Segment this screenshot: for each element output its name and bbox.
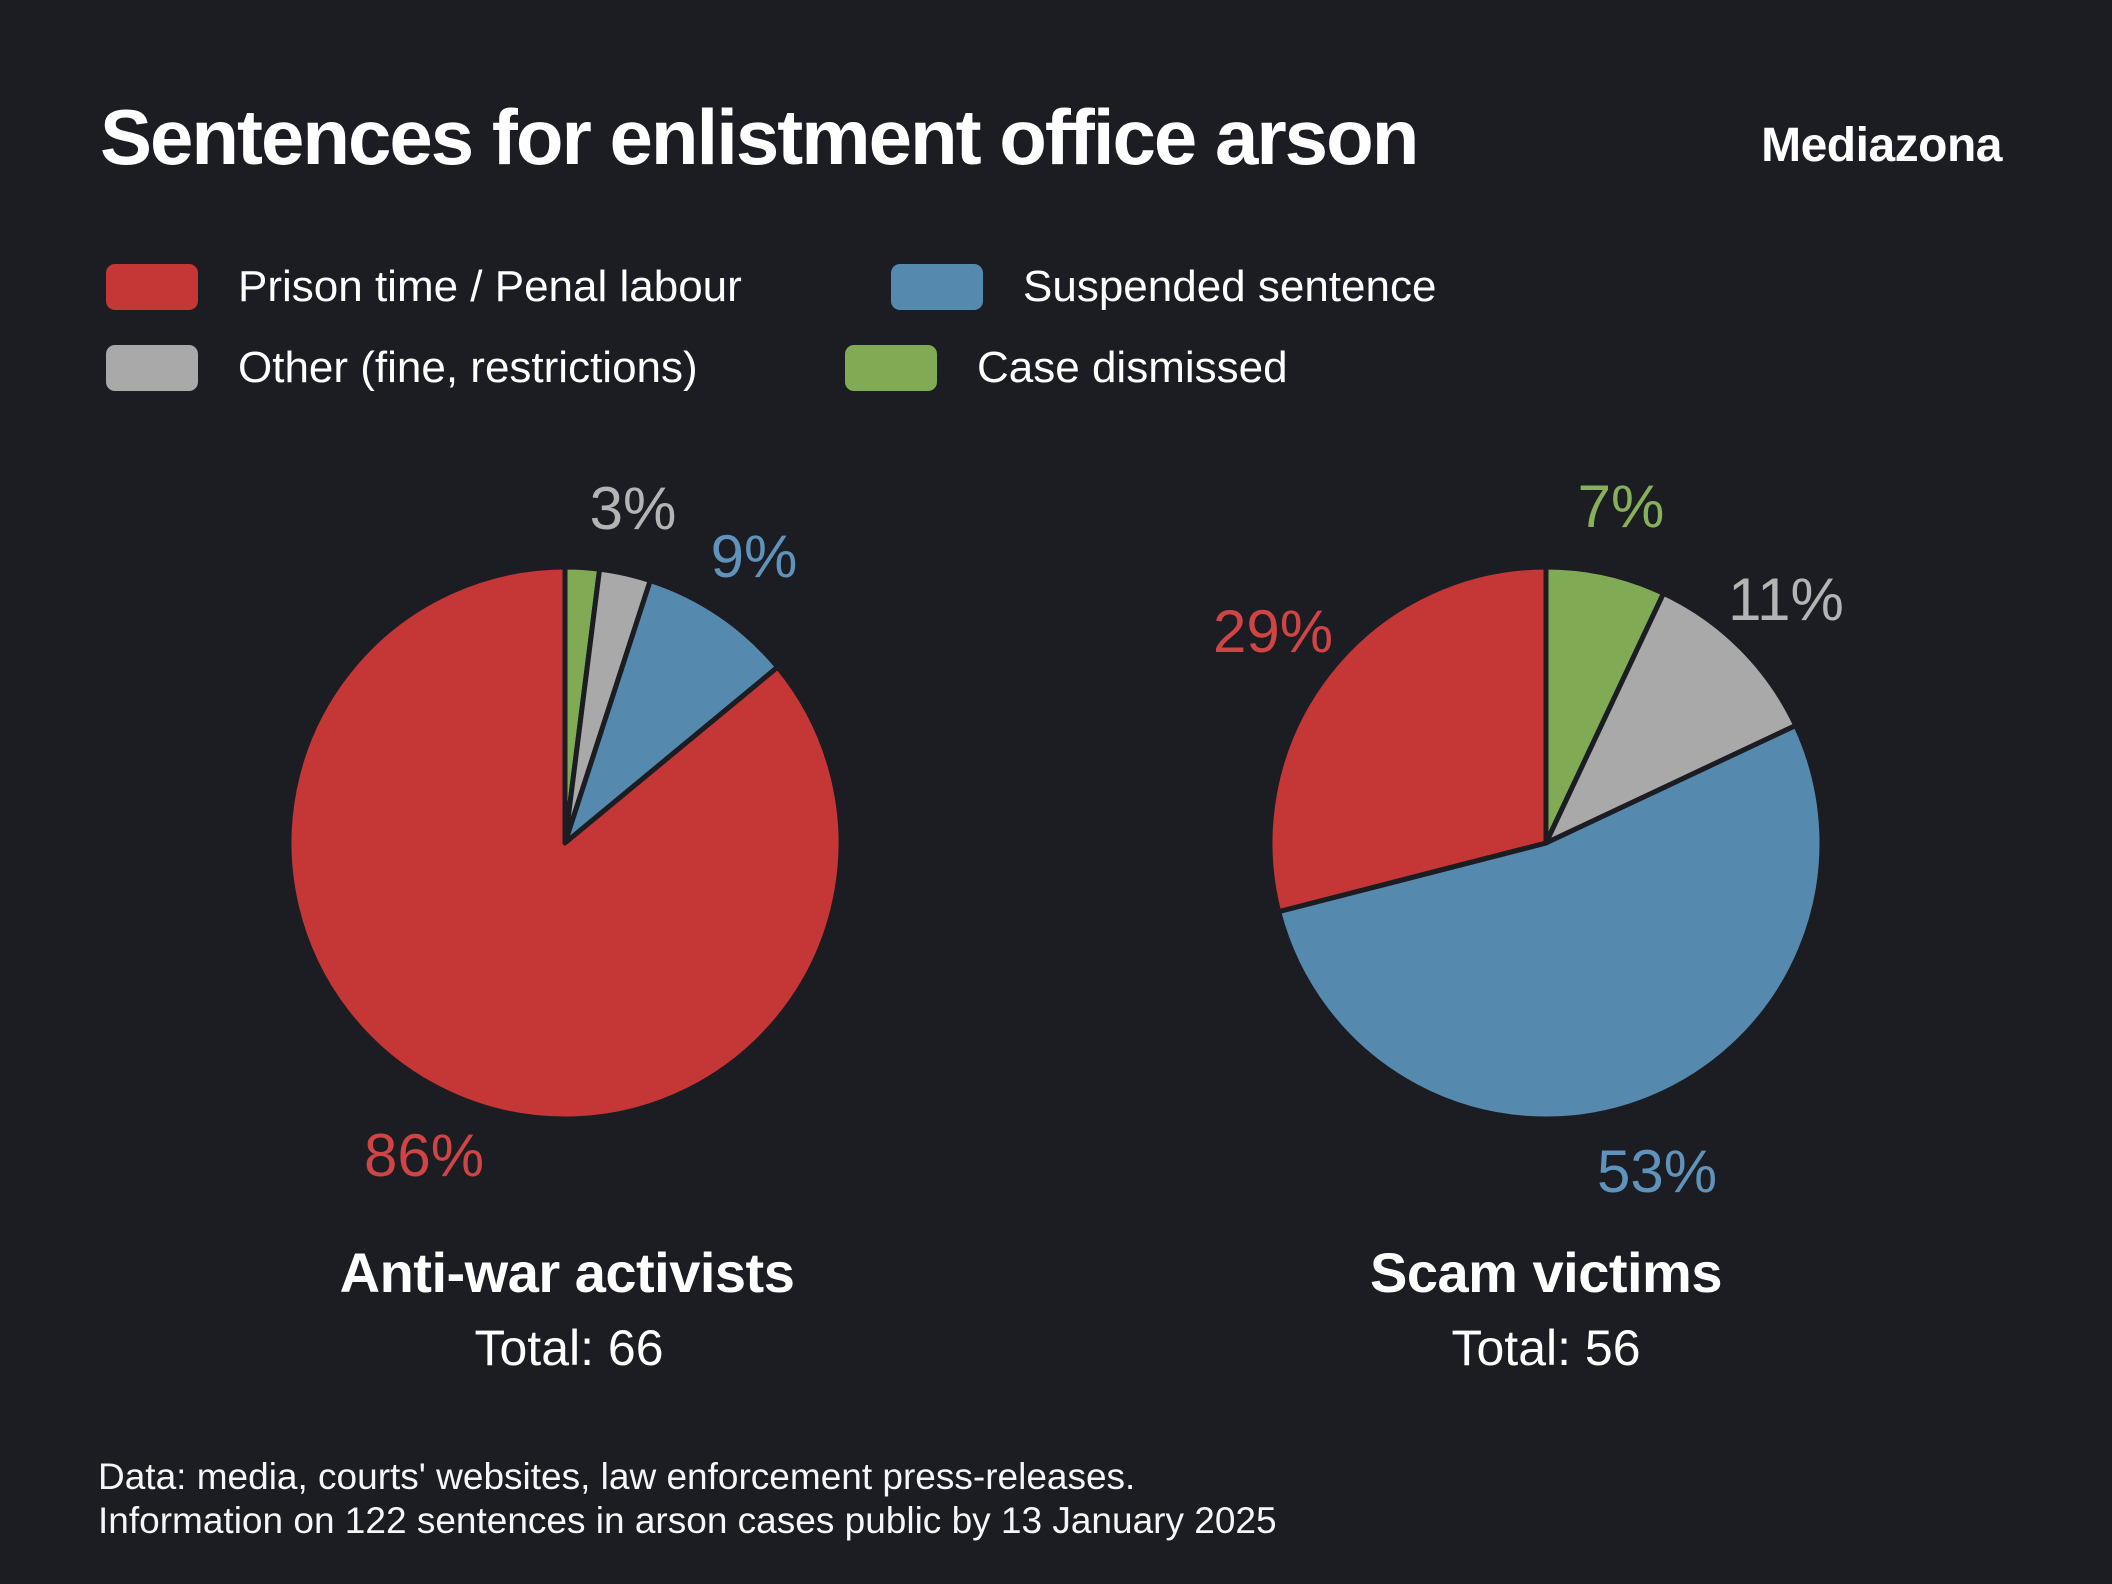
pie-percent-label-red: 86% xyxy=(363,1122,485,1189)
legend-item-suspended-sentence: Suspended sentence xyxy=(891,264,1436,310)
pie-slice-blue xyxy=(1276,722,1825,1122)
legend-item-prison-time: Prison time / Penal labour xyxy=(106,264,742,310)
legend-label-other: Other (fine, restrictions) xyxy=(238,343,698,392)
legend-label-case-dismissed: Case dismissed xyxy=(977,343,1288,392)
brand-logo: Mediazona xyxy=(1761,119,2002,172)
legend-item-other: Other (fine, restrictions) xyxy=(106,345,698,391)
pie-scam-victims xyxy=(1267,564,1825,1122)
pie-percent-label-gray: 3% xyxy=(589,475,677,542)
legend-item-case-dismissed: Case dismissed xyxy=(845,345,1288,391)
pie-slice-blue xyxy=(562,578,781,846)
footer-line-1: Data: media, courts' websites, law enfor… xyxy=(98,1456,1136,1497)
pie-percent-label-gray: 11% xyxy=(1728,566,1844,633)
legend-swatch-green xyxy=(845,345,937,391)
pie-anti-war-activists xyxy=(286,564,844,1122)
pie-title-anti-war-activists: Anti-war activists xyxy=(339,1241,795,1304)
pie-slice-gray xyxy=(1543,590,1799,846)
pie-percent-label-blue: 53% xyxy=(1596,1138,1718,1205)
pie-percent-label-blue: 9% xyxy=(710,523,798,590)
legend-label-suspended-sentence: Suspended sentence xyxy=(1023,262,1437,311)
legend-label-prison-time: Prison time / Penal labour xyxy=(238,262,742,311)
footer-line-2: Information on 122 sentences in arson ca… xyxy=(98,1500,1277,1542)
pie-percent-label-red: 29% xyxy=(1212,598,1334,665)
legend-swatch-red xyxy=(106,264,198,310)
pie-slice-red xyxy=(286,564,844,1122)
legend-swatch-gray xyxy=(106,345,198,391)
pie-total-anti-war-activists: Total: 66 xyxy=(474,1320,664,1376)
pie-title-scam-victims: Scam victims xyxy=(1370,1241,1722,1304)
pie-percent-label-green: 7% xyxy=(1577,473,1665,540)
legend-swatch-blue xyxy=(891,264,983,310)
pie-total-scam-victims: Total: 56 xyxy=(1451,1320,1641,1376)
pie-slice-red xyxy=(1267,564,1549,915)
page-title: Sentences for enlistment office arson xyxy=(100,93,1419,181)
footer-source-note: Data: media, courts' websites, law enfor… xyxy=(98,1455,1277,1543)
